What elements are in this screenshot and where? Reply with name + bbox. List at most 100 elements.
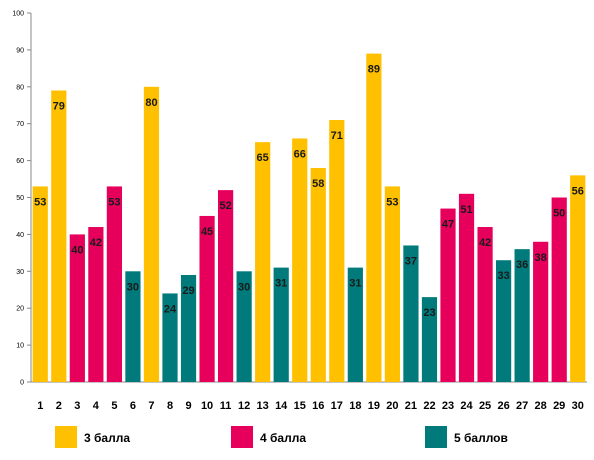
- bar: [514, 249, 530, 382]
- legend-swatch: [425, 426, 447, 448]
- data-label: 47: [442, 219, 454, 231]
- data-label: 40: [71, 244, 83, 256]
- bar: [496, 260, 512, 382]
- data-label: 80: [145, 97, 157, 109]
- y-tick-label: 90: [16, 47, 24, 54]
- bar: [366, 53, 382, 383]
- x-tick-label: 4: [93, 400, 100, 412]
- x-tick-label: 13: [257, 400, 269, 412]
- x-tick-label: 6: [130, 400, 136, 412]
- bar: [125, 271, 141, 382]
- y-tick-label: 40: [16, 232, 24, 239]
- data-label: 38: [535, 252, 547, 264]
- data-label: 79: [53, 100, 65, 112]
- y-tick-label: 0: [20, 380, 24, 387]
- bar: [218, 190, 234, 382]
- x-tick-label: 27: [516, 400, 528, 412]
- data-label: 24: [164, 303, 177, 315]
- legend-item: 5 баллов: [425, 426, 508, 448]
- x-tick-label: 14: [275, 400, 288, 412]
- legend: 3 балла 4 балла 5 баллов: [55, 426, 508, 448]
- x-tick-label: 8: [167, 400, 173, 412]
- y-tick-label: 10: [16, 343, 24, 350]
- legend-label: 5 баллов: [454, 431, 508, 445]
- legend-label: 4 балла: [260, 431, 306, 445]
- y-tick-label: 20: [16, 306, 24, 313]
- data-label: 33: [497, 270, 509, 282]
- legend-item: 3 балла: [55, 426, 130, 448]
- bar: [199, 215, 215, 382]
- x-tick-label: 1: [37, 400, 43, 412]
- data-label: 31: [275, 278, 287, 290]
- data-label: 58: [312, 178, 324, 190]
- x-tick-label: 3: [74, 400, 80, 412]
- data-label: 71: [331, 130, 343, 142]
- bar: [162, 293, 178, 382]
- bar: [551, 197, 567, 382]
- data-label: 52: [219, 200, 231, 212]
- x-tick-label: 26: [497, 400, 509, 412]
- data-label: 65: [257, 152, 269, 164]
- bar: [273, 267, 289, 382]
- y-axis: 0 10 20 30 40 50 60 70 80 90 100: [12, 11, 32, 387]
- bar: [143, 86, 160, 383]
- x-tick-label: 25: [479, 400, 491, 412]
- x-tick-label: 22: [423, 400, 435, 412]
- x-tick-label: 18: [349, 400, 361, 412]
- x-tick-label: 24: [460, 400, 473, 412]
- bar: [180, 274, 197, 382]
- y-tick-label: 60: [16, 158, 24, 165]
- bar: [440, 208, 456, 382]
- bar: [347, 267, 363, 382]
- bar: [88, 227, 104, 382]
- y-tick-label: 30: [16, 269, 24, 276]
- bars: [32, 53, 586, 383]
- data-label: 30: [238, 281, 250, 293]
- data-label: 23: [423, 307, 435, 319]
- y-tick-label: 50: [16, 195, 24, 202]
- bar: [421, 297, 438, 382]
- bar: [403, 245, 419, 382]
- bar: [570, 175, 586, 382]
- x-tick-label: 17: [331, 400, 343, 412]
- legend-swatch: [231, 426, 253, 448]
- x-tick-label: 5: [111, 400, 117, 412]
- bar: [310, 167, 326, 382]
- data-label: 29: [182, 285, 194, 297]
- data-label: 51: [460, 204, 472, 216]
- bar: [32, 186, 48, 382]
- x-tick-label: 23: [442, 400, 454, 412]
- x-tick-label: 20: [386, 400, 398, 412]
- x-tick-label: 15: [294, 400, 306, 412]
- x-axis: 1 2 3 4 5 6 7 8 9 10 11 12 13 14 15 16 17 18 19 20 21 22 23 24 2…: [31, 381, 587, 412]
- bar: [69, 234, 85, 382]
- x-tick-label: 19: [368, 400, 380, 412]
- data-label: 36: [516, 259, 528, 271]
- data-label: 37: [405, 255, 417, 267]
- bar: [292, 138, 308, 382]
- data-label: 31: [349, 278, 361, 290]
- x-tick-label: 7: [148, 400, 154, 412]
- bar: [384, 186, 400, 382]
- data-label: 53: [386, 196, 398, 208]
- y-tick-label: 70: [16, 121, 24, 128]
- x-tick-label: 21: [405, 400, 417, 412]
- data-label: 53: [34, 196, 46, 208]
- data-label: 53: [108, 196, 120, 208]
- bar: [477, 227, 493, 382]
- x-tick-label: 29: [553, 400, 565, 412]
- x-tick-label: 10: [201, 400, 213, 412]
- bar: [458, 193, 475, 382]
- bar: [533, 241, 549, 382]
- bar: [51, 90, 67, 383]
- bar: [255, 142, 271, 382]
- legend-label: 3 балла: [84, 431, 130, 445]
- x-tick-label: 28: [535, 400, 547, 412]
- x-tick-label: 16: [312, 400, 324, 412]
- data-label: 66: [294, 148, 306, 160]
- y-tick-label: 100: [12, 11, 24, 18]
- x-tick-label: 11: [220, 400, 232, 412]
- data-label: 45: [201, 226, 213, 238]
